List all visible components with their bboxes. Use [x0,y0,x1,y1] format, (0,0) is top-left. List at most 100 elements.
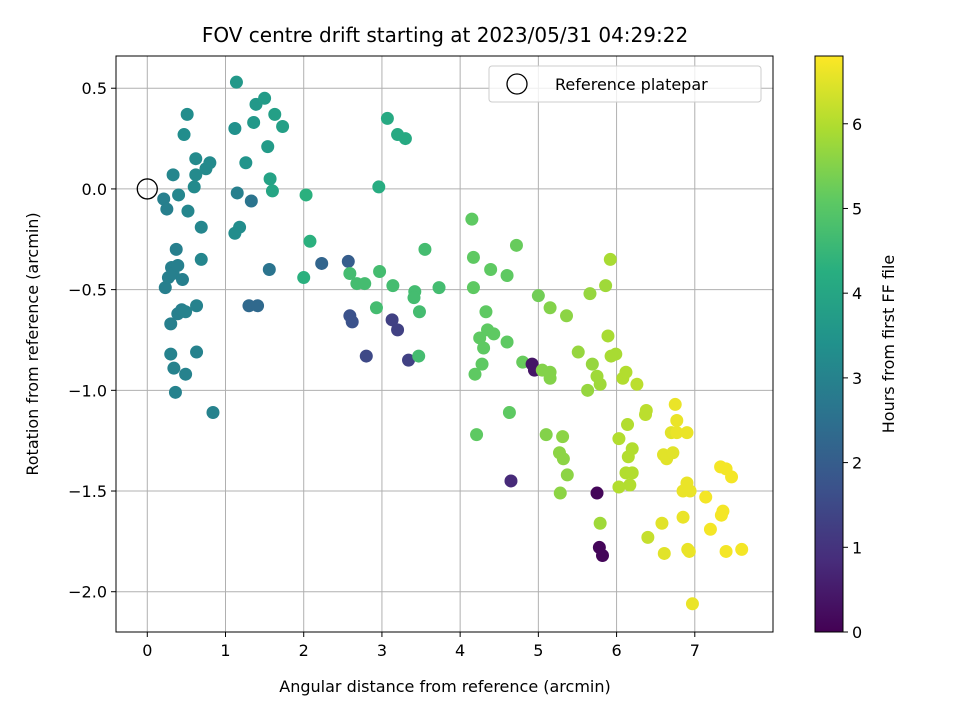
data-point [228,226,242,240]
y-tick-label: 0.5 [82,79,107,98]
data-point [465,212,479,226]
data-point [487,327,501,341]
data-point [299,188,313,202]
data-point [641,530,655,544]
data-point [263,172,277,186]
legend-reference-marker [506,73,528,95]
data-point [670,414,684,428]
data-point [164,317,178,331]
reference-marker [136,178,158,200]
x-tick-label: 4 [455,641,465,660]
x-tick-label: 0 [142,641,152,660]
data-point [625,466,639,480]
data-point [343,267,357,281]
data-point [179,305,193,319]
data-point [680,426,694,440]
data-point [683,484,697,498]
data-point [668,397,682,411]
colorbar: 0 1 2 3 4 5 6 Hours from first FF file [814,55,898,642]
data-point [244,194,258,208]
data-point [470,428,484,442]
x-tick-label: 7 [690,641,700,660]
data-point [639,403,653,417]
data-point [276,119,290,133]
data-point [175,273,189,287]
data-point [475,357,489,371]
data-point [682,544,696,558]
x-tick-label: 5 [533,641,543,660]
legend-box [488,65,762,103]
data-point [719,544,733,558]
data-point [571,345,585,359]
x-tick-label: 2 [299,641,309,660]
data-point [177,128,191,142]
colorbar-label: Hours from first FF file [879,255,898,434]
data-point [179,367,193,381]
data-point [609,347,623,361]
data-point [167,361,181,375]
data-point [341,254,355,268]
data-point [670,426,684,440]
x-tick-label: 6 [611,641,621,660]
data-point [187,180,201,194]
data-point [265,184,279,198]
chart-title: FOV centre drift starting at 2023/05/31 … [202,23,688,47]
data-point [581,383,595,397]
data-point [194,252,208,266]
data-point [412,305,426,319]
data-point [560,468,574,482]
data-point [603,252,617,266]
data-point [251,299,265,313]
data-point [303,234,317,248]
data-point [239,156,253,170]
data-point [595,548,609,562]
data-point [484,262,498,276]
x-tick-label: 1 [220,641,230,660]
data-point [412,349,426,363]
y-axis-ticks: 0.5 0.0 −0.5 −1.0 −1.5 −2.0 [68,79,116,602]
data-point [386,279,400,293]
data-point [181,204,195,218]
data-point [716,504,730,518]
data-point [466,250,480,264]
data-point [206,405,220,419]
data-point [509,238,523,252]
data-point [703,522,717,536]
y-tick-label: −1.0 [68,381,107,400]
data-point [180,107,194,121]
data-point [229,75,243,89]
data-point [268,107,282,121]
data-point [655,516,669,530]
data-point [372,180,386,194]
plot-area [116,56,773,632]
colorbar-tick-label: 3 [852,369,862,388]
data-point [297,271,311,285]
data-point [479,305,493,319]
data-point [391,323,405,337]
data-point [345,315,359,329]
data-point [160,202,174,216]
y-tick-label: 0.0 [82,180,107,199]
data-point [230,186,244,200]
data-point [373,264,387,278]
data-point [585,357,599,371]
data-point [599,279,613,293]
data-point [189,152,203,166]
data-point [468,367,482,381]
data-point [601,329,615,343]
data-point [189,168,203,182]
data-point [543,371,557,385]
data-point [315,256,329,270]
colorbar-gradient [814,55,844,633]
colorbar-ticks: 0 1 2 3 4 5 6 [843,115,862,642]
data-point [593,516,607,530]
data-point [553,486,567,500]
data-point [262,262,276,276]
data-point [590,486,604,500]
data-point [504,474,518,488]
colorbar-tick-label: 6 [852,115,862,134]
data-point [725,470,739,484]
data-point [258,91,272,105]
data-point [228,122,242,136]
